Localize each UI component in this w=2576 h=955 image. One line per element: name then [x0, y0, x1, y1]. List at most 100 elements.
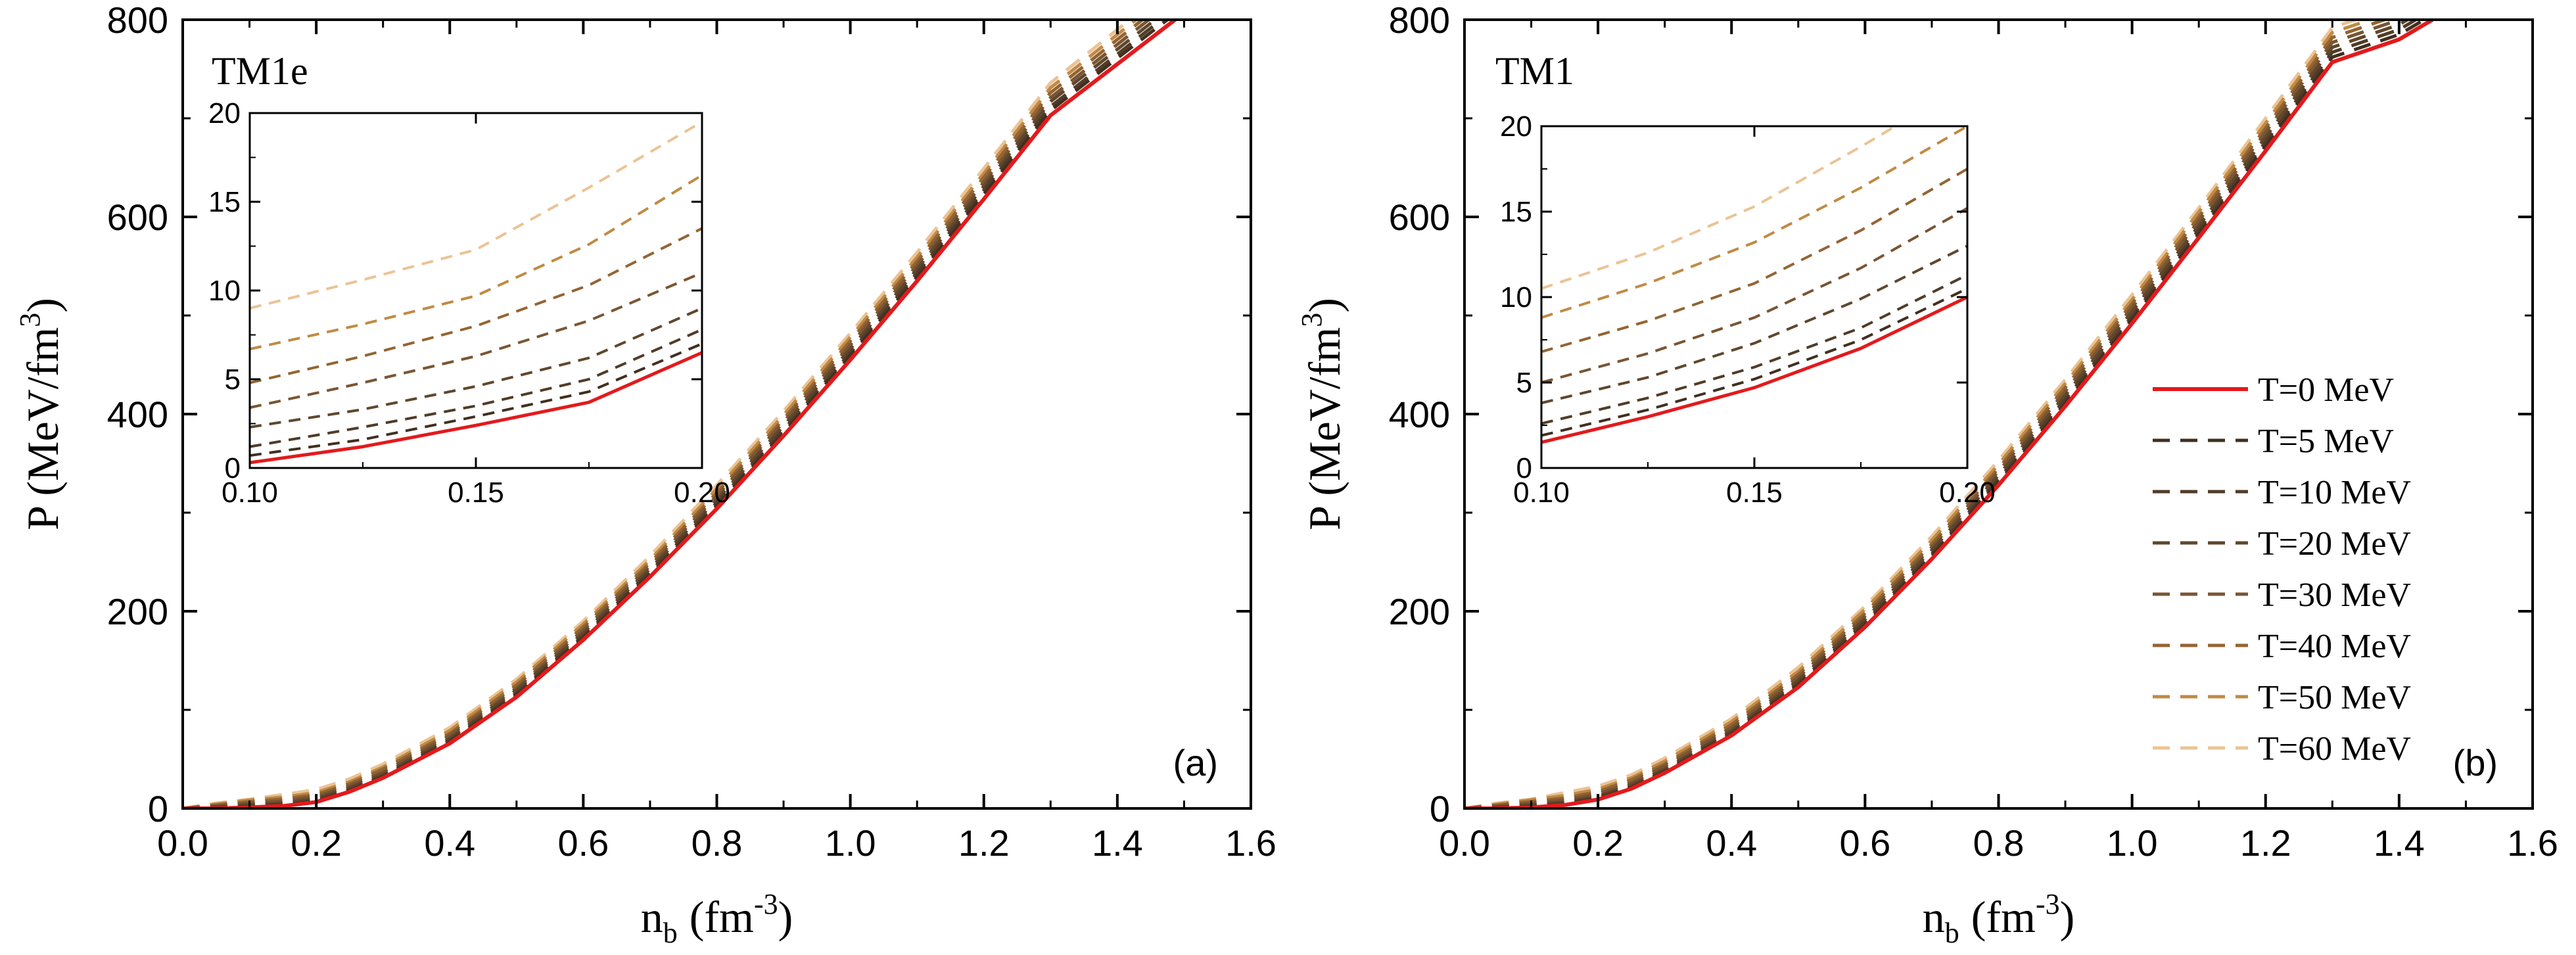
series-line-30mev [183, 20, 1152, 808]
inset-series-line-30mev [1541, 207, 1967, 384]
y-axis-label-superscript: 3 [1296, 313, 1328, 327]
x-tick-label: 1.0 [2107, 822, 2158, 864]
y-tick-label: 0 [1430, 788, 1450, 829]
inset-x-tick-label: 0.15 [448, 477, 504, 509]
inset-y-tick-label: 15 [1500, 196, 1532, 228]
inset-series-line-40mev [1541, 168, 1967, 354]
x-axis-label-unit: (fm [1971, 892, 2036, 942]
series-line-50mev [183, 20, 1139, 808]
x-tick-label: 0.8 [1973, 822, 2025, 864]
inset-series-group [1541, 126, 1967, 444]
series-line-0mev [1464, 20, 2434, 808]
inset-series-line-0mev [250, 351, 702, 465]
y-tick-label: 400 [107, 394, 168, 435]
inset-background [250, 113, 702, 468]
y-axis-label-main: P (MeV/fm [18, 327, 68, 530]
panel-label: (b) [2453, 742, 2498, 783]
inset: 0.10 0.15 0.20 0 5 10 15 20 [208, 97, 730, 509]
y-tick-label: 200 [107, 591, 168, 632]
inset: 0.10 0.15 0.20 0 5 10 15 20 [1500, 110, 1996, 509]
series-line-30mev [1464, 20, 2402, 808]
y-axis-label: P (MeV/fm3) [14, 298, 68, 530]
inset-y-tick-label: 20 [1500, 110, 1532, 143]
inset-x-tick-label: 0.10 [1513, 477, 1570, 509]
model-label: TM1e [212, 49, 308, 93]
x-axis-label-subscript: b [663, 917, 678, 949]
x-tick-label: 1.6 [1225, 822, 1276, 864]
legend-label: T=60 MeV [2258, 730, 2411, 768]
inset-y-tick-label: 10 [1500, 281, 1532, 314]
legend-label: T=20 MeV [2258, 525, 2411, 563]
series-line-40mev [1464, 20, 2390, 808]
y-tick-label: 800 [107, 0, 168, 41]
series-line-20mev [183, 20, 1158, 808]
x-tick-label: 1.2 [2240, 822, 2291, 864]
inset-y-tick-label: 10 [208, 275, 241, 307]
legend-label: T=30 MeV [2258, 576, 2411, 614]
inset-y-tick-label: 15 [208, 186, 241, 218]
series-line-0mev [183, 20, 1179, 808]
x-axis-label-symbol: n [641, 892, 663, 942]
y-tick-label: 800 [1389, 0, 1450, 41]
y-axis-label-close: ) [1300, 298, 1349, 313]
inset-x-tick-label: 0.10 [222, 477, 278, 509]
inset-y-tick-label: 0 [225, 452, 241, 484]
y-tick-label: 600 [107, 197, 168, 238]
y-axis-label-main: P (MeV/fm [1300, 327, 1349, 530]
x-axis-label-close: ) [778, 892, 793, 942]
series-line-20mev [1464, 20, 2411, 808]
inset-y-tick-label: 0 [1516, 452, 1532, 484]
x-axis-label-unit-superscript: -3 [2036, 888, 2060, 920]
y-axis-label: P (MeV/fm3) [1296, 298, 1349, 530]
inset-series-group [250, 120, 702, 465]
y-tick-label: 200 [1389, 591, 1450, 632]
inset-series-line-5mev [1541, 287, 1967, 437]
legend-label: T=0 MeV [2258, 371, 2394, 409]
x-tick-label: 0.4 [424, 822, 475, 864]
inset-x-tick-label: 0.20 [674, 477, 730, 509]
inset-y-tick-label: 5 [225, 363, 241, 396]
series-line-10mev [1464, 20, 2420, 808]
legend-label: T=40 MeV [2258, 628, 2411, 665]
x-axis-label-unit-superscript: -3 [754, 888, 778, 920]
model-label: TM1 [1495, 49, 1574, 93]
series-line-60mev [183, 20, 1133, 808]
inset-series-line-20mev [1541, 245, 1967, 405]
x-tick-label: 1.4 [1092, 822, 1143, 864]
series-group [1464, 20, 2434, 808]
x-axis-label: nb (fm-3) [641, 888, 793, 949]
inset-background [1541, 126, 1967, 468]
inset-series-line-40mev [250, 227, 702, 384]
series-line-40mev [183, 20, 1146, 808]
y-axis-label-close: ) [18, 298, 68, 313]
x-tick-label: 0.2 [1572, 822, 1624, 864]
x-tick-label: 1.2 [958, 822, 1010, 864]
legend-label: T=5 MeV [2258, 423, 2394, 460]
inset-y-tick-label: 20 [208, 97, 241, 129]
inset-y-tick-label: 5 [1516, 367, 1532, 399]
x-axis-label-unit: (fm [690, 892, 754, 942]
inset-series-line-5mev [250, 342, 702, 457]
legend-label: T=50 MeV [2258, 679, 2411, 716]
inset-series-line-10mev [1541, 273, 1967, 425]
x-tick-label: 0.6 [557, 822, 609, 864]
x-axis-label: nb (fm-3) [1923, 888, 2075, 949]
inset-series-line-50mev [250, 174, 702, 351]
x-tick-label: 0.4 [1706, 822, 1757, 864]
x-tick-label: 1.6 [2507, 822, 2558, 864]
y-tick-label: 400 [1389, 394, 1450, 435]
panel-label: (a) [1173, 742, 1218, 783]
x-tick-label: 1.4 [2374, 822, 2425, 864]
x-tick-label: 0.8 [691, 822, 743, 864]
panel-a: 0.0 0.2 0.4 0.6 0.8 1.0 1.2 1.4 1.60200400600800… [14, 0, 1276, 949]
inset-series-line-60mev [250, 120, 702, 310]
inset-x-tick-label: 0.15 [1726, 477, 1783, 509]
y-tick-label: 600 [1389, 197, 1450, 238]
series-line-60mev [1464, 20, 2361, 808]
x-tick-label: 0.0 [1439, 822, 1490, 864]
legend-label: T=10 MeV [2258, 474, 2411, 511]
inset-series-line-0mev [1541, 295, 1967, 444]
series-line-50mev [1464, 20, 2376, 808]
series-group [183, 20, 1179, 808]
x-axis-label-close: ) [2060, 892, 2075, 942]
